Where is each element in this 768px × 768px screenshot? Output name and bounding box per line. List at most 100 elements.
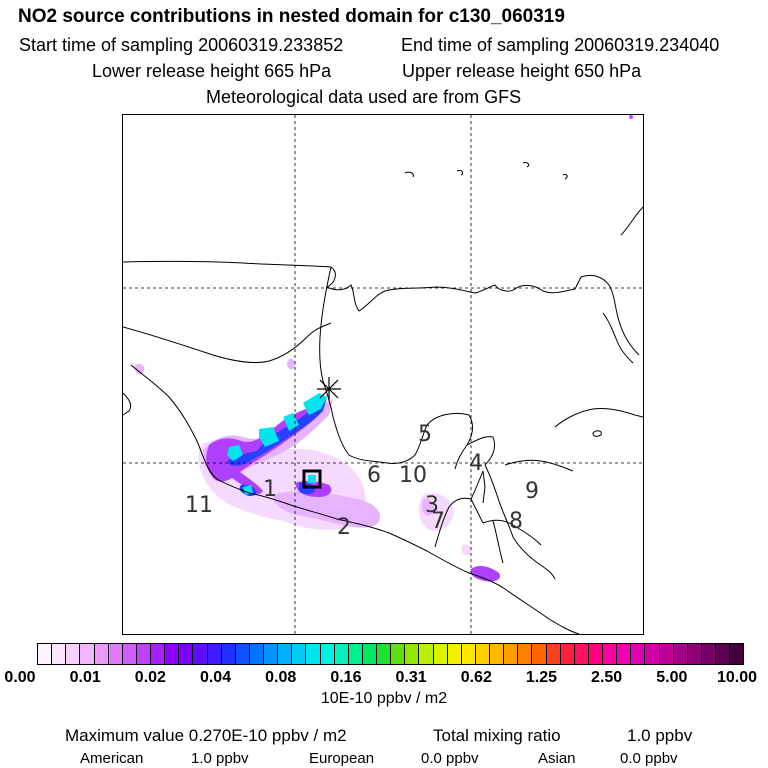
colorbar-segment [645,644,660,664]
coastline-cuba-small [592,430,602,437]
total-mixing-value: 1.0 ppbv [627,726,693,745]
colorbar-segment [617,644,632,664]
coastline-islands [404,162,568,180]
colorbar-tick-label: 0.16 [330,669,362,686]
total-mixing-label: Total mixing ratio [433,726,561,745]
colorbar-segment [38,644,53,664]
colorbar [37,643,744,665]
colorbar-tick-label: 0.04 [199,669,232,686]
colorbar-tick-label: 0.00 [4,669,36,686]
region-label-4: 4 [469,451,483,476]
colorbar-segment [546,644,561,664]
colorbar-segment [122,644,137,664]
colorbar-segment [701,644,716,664]
colorbar-segment [730,644,744,664]
colorbar-segment [574,644,589,664]
colorbar-segment [221,644,236,664]
plume-light-2 [273,491,380,528]
plume-cyan-2 [259,427,279,447]
coastline-baja [123,392,132,416]
region-label-6: 6 [367,463,381,488]
colorbar-segment [631,644,646,664]
colorbar-segment [659,644,674,664]
region-label-7: 7 [431,509,445,534]
grid-lines [123,115,643,634]
colorbar-segment [306,644,321,664]
plot-title: NO2 source contributions in nested domai… [18,6,565,27]
plume-pale-3 [461,544,472,556]
release-point-marker [317,377,341,401]
colorbar-units-label: 10E-10 ppbv / m2 [320,690,448,707]
plume-light-3 [421,498,435,516]
colorbar-segment [673,644,688,664]
colorbar-tick-label: 10.00 [716,669,758,686]
coastline-us-gulf [123,260,640,356]
colorbar-segment [433,644,448,664]
region-label-11: 11 [185,493,213,518]
colorbar-tick-label: 0.02 [134,669,166,686]
receptor-box [302,469,322,489]
colorbar-segment [603,644,618,664]
border-nicaragua [492,520,504,564]
colorbar-segment [475,644,490,664]
plume-cyan-1 [227,445,243,461]
colorbar-segment [532,644,547,664]
country-borders [123,322,542,564]
plume-violet-2 [209,457,263,494]
concentration-plumes [134,358,501,582]
colorbar-segment [716,644,731,664]
colorbar-segment [461,644,476,664]
colorbar-tick-label: 0.62 [460,669,492,686]
european-label: European [309,750,375,767]
coastline-florida-south [602,312,634,364]
colorbar-segment [249,644,264,664]
max-value-label: Maximum value 0.270E-10 ppbv / m2 [65,726,347,745]
plume-speck [629,115,633,119]
plume-violet-4 [470,566,501,582]
colorbar-segment [179,644,194,664]
colorbar-segment [264,644,279,664]
end-time-label: End time of sampling 20060319.234040 [401,35,720,55]
colorbar-segment [292,644,307,664]
colorbar-segment [207,644,222,664]
region-label-9: 9 [525,479,539,504]
colorbar-segment [193,644,208,664]
colorbar-segment [588,644,603,664]
border-us-mexico [123,322,332,364]
colorbar-tick-label: 1.25 [525,669,558,686]
border-mexico-guatemala [434,470,484,548]
american-label: American [80,750,144,767]
colorbar-segment [419,644,434,664]
colorbar-segment [362,644,377,664]
colorbar-segment [405,644,420,664]
colorbar-segment [94,644,109,664]
lower-height-label: Lower release height 665 hPa [92,61,332,81]
colorbar-segment [165,644,180,664]
colorbar-segment [108,644,123,664]
coastline-central-america-caribbean [484,464,556,580]
colorbar-segment [560,644,575,664]
european-value: 0.0 ppbv [421,750,479,767]
region-label-5: 5 [418,422,432,447]
colorbar-segment [391,644,406,664]
region-label-8: 8 [509,509,523,534]
colorbar-segment [504,644,519,664]
plume-cyan-4 [303,393,327,415]
coastline-mexico-pacific [130,364,580,634]
colorbar-segment [348,644,363,664]
region-label-3: 3 [425,493,439,518]
region-label-2: 2 [337,515,351,540]
upper-height-label: Upper release height 650 hPa [402,61,642,81]
plume-blue [227,397,327,466]
start-time-label: Start time of sampling 20060319.233852 [19,35,344,55]
colorbar-tick-label: 5.00 [656,669,688,686]
colorbar-segment [320,644,335,664]
map-canvas [123,115,643,634]
map-panel: 5 6 10 4 9 11 1 3 7 8 2 [122,114,644,635]
plume-light-5 [287,358,296,370]
colorbar-tick-label: 0.01 [69,669,101,686]
coastlines [123,162,643,634]
region-label-10: 10 [399,463,427,488]
american-value: 1.0 ppbv [191,750,249,767]
colorbar-tick-label: 0.08 [265,669,297,686]
